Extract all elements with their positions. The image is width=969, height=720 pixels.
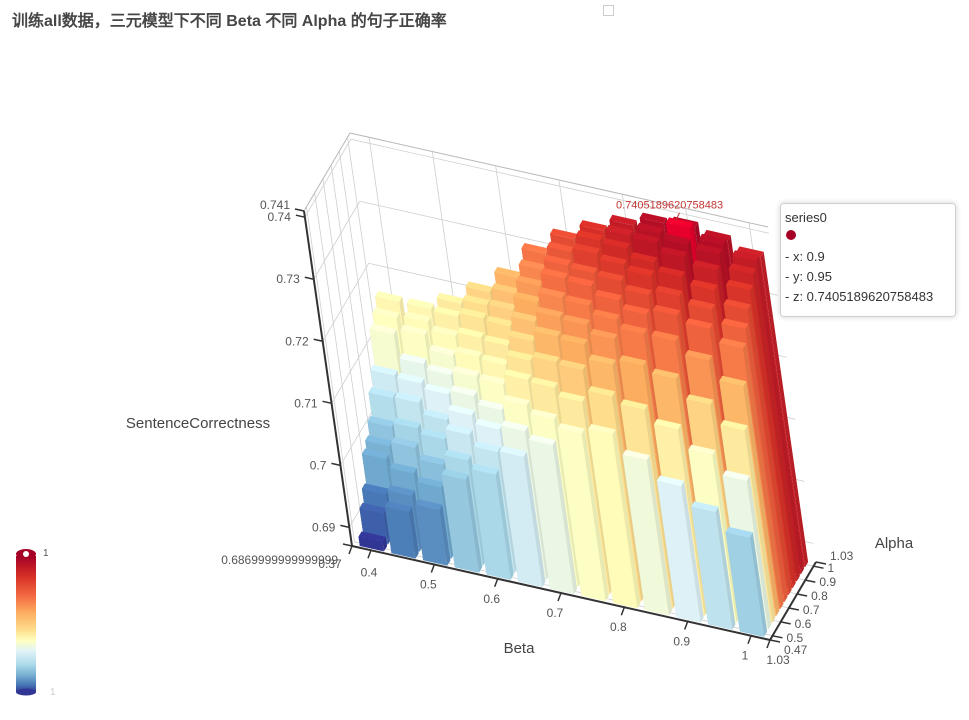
alpha-tick-label: 1 (828, 561, 835, 575)
beta-axis-name: Beta (504, 640, 536, 657)
z-tick-label: 0.7 (310, 458, 327, 472)
bar[interactable] (622, 449, 673, 616)
bar[interactable] (691, 501, 736, 630)
bar[interactable] (528, 434, 578, 595)
tooltip-marker-icon (786, 230, 796, 240)
bar[interactable] (588, 424, 641, 609)
chart-title: 训练all数据，三元模型下不同 Beta 不同 Alpha 的句子正确率 (12, 13, 447, 30)
alpha-tick-label: 0.5 (786, 631, 803, 645)
alpha-axis-name: Alpha (875, 535, 914, 552)
z-tick-label: 0.69 (312, 520, 336, 534)
bar[interactable] (657, 475, 704, 623)
z-tick-label: 0.6869999999999999 (221, 553, 338, 567)
z-axis-name: SentenceCorrectness (126, 415, 270, 432)
bars-group[interactable]: 0.7405189620758483 (358, 200, 809, 637)
tooltip-x: - x: 0.9 (785, 249, 825, 264)
z-tick-label: 0.72 (285, 334, 309, 348)
alpha-tick-label: 0.6 (795, 617, 812, 631)
beta-tick-label: 0.5 (420, 578, 437, 592)
beta-tick-label: 0.9 (673, 634, 690, 648)
tooltip: series0 - x: 0.9 - y: 0.95 - z: 0.740518… (780, 203, 956, 317)
bar[interactable] (499, 446, 546, 588)
z-tick-label: 0.71 (294, 396, 318, 410)
tooltip-series-name: series0 (785, 210, 827, 225)
alpha-tick-label: 1.03 (830, 549, 854, 563)
bar[interactable] (441, 469, 483, 573)
z-tick-label: 0.741 (260, 198, 290, 212)
toolbox-restore-icon[interactable] (603, 5, 614, 16)
beta-tick-label: 1 (742, 649, 749, 663)
axes: 0.370.40.50.60.70.80.91 1.030.470.50.60.7… (126, 198, 914, 667)
beta-tick-label: 0.6 (483, 592, 500, 606)
visual-map-handle-top[interactable] (15, 548, 37, 559)
bar[interactable] (471, 463, 514, 580)
beta-tick-label: 0.4 (361, 565, 378, 579)
bar[interactable] (725, 526, 768, 637)
alpha-tick-label: 0.8 (811, 589, 828, 603)
bar[interactable] (415, 499, 451, 566)
visual-map-handle-bottom[interactable] (15, 688, 37, 696)
visual-map-min-label: 1 (50, 687, 56, 698)
bar[interactable] (358, 531, 388, 552)
visual-map-max-label: 1 (43, 548, 49, 559)
beta-tick-label: 0.8 (610, 620, 627, 634)
z-tick-label: 0.74 (268, 210, 292, 224)
beta-tick-label: 1.03 (766, 653, 790, 667)
z-tick-label: 0.73 (276, 272, 300, 286)
bar[interactable] (557, 423, 609, 602)
beta-tick-label: 0.37 (318, 557, 342, 571)
visual-map-bar[interactable] (15, 553, 39, 695)
alpha-tick-label: 0.9 (819, 575, 836, 589)
tooltip-y: - y: 0.95 (785, 269, 832, 284)
alpha-tick-label: 0.47 (784, 643, 808, 657)
bar[interactable] (384, 501, 419, 559)
highlight-label: 0.7405189620758483 (616, 200, 723, 212)
beta-tick-label: 0.7 (547, 606, 564, 620)
tooltip-z: - z: 0.7405189620758483 (785, 289, 934, 304)
alpha-tick-label: 0.7 (803, 603, 820, 617)
